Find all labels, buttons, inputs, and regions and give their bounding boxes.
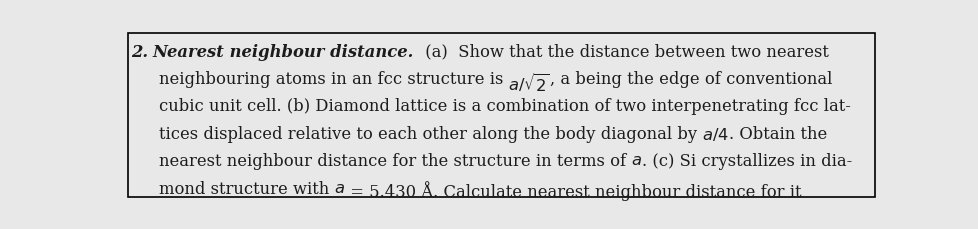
Text: mond structure with: mond structure with: [158, 180, 333, 197]
Text: $a$: $a$: [333, 180, 345, 195]
Text: nearest neighbour distance for the structure in terms of: nearest neighbour distance for the struc…: [158, 153, 631, 170]
Text: 2.: 2.: [131, 43, 149, 60]
Text: neighbouring atoms in an fcc structure is: neighbouring atoms in an fcc structure i…: [158, 71, 508, 88]
Text: , a being the edge of conventional: , a being the edge of conventional: [550, 71, 832, 88]
FancyBboxPatch shape: [128, 34, 874, 197]
Text: tices displaced relative to each other along the body diagonal by: tices displaced relative to each other a…: [158, 125, 701, 142]
Text: Nearest neighbour distance.: Nearest neighbour distance.: [153, 43, 414, 60]
Text: . (c) Si crystallizes in dia-: . (c) Si crystallizes in dia-: [642, 153, 852, 170]
Text: $a/\sqrt{2}$: $a/\sqrt{2}$: [508, 71, 550, 94]
Text: cubic unit cell. (b) Diamond lattice is a combination of two interpenetrating fc: cubic unit cell. (b) Diamond lattice is …: [158, 98, 850, 115]
Text: $a$: $a$: [631, 153, 642, 168]
Text: = 5.430 Å. Calculate nearest neighbour distance for it: = 5.430 Å. Calculate nearest neighbour d…: [345, 180, 801, 200]
Text: (a)  Show that the distance between two nearest: (a) Show that the distance between two n…: [420, 43, 827, 60]
Text: $a/4$: $a/4$: [701, 125, 729, 142]
Text: . Obtain the: . Obtain the: [729, 125, 826, 142]
